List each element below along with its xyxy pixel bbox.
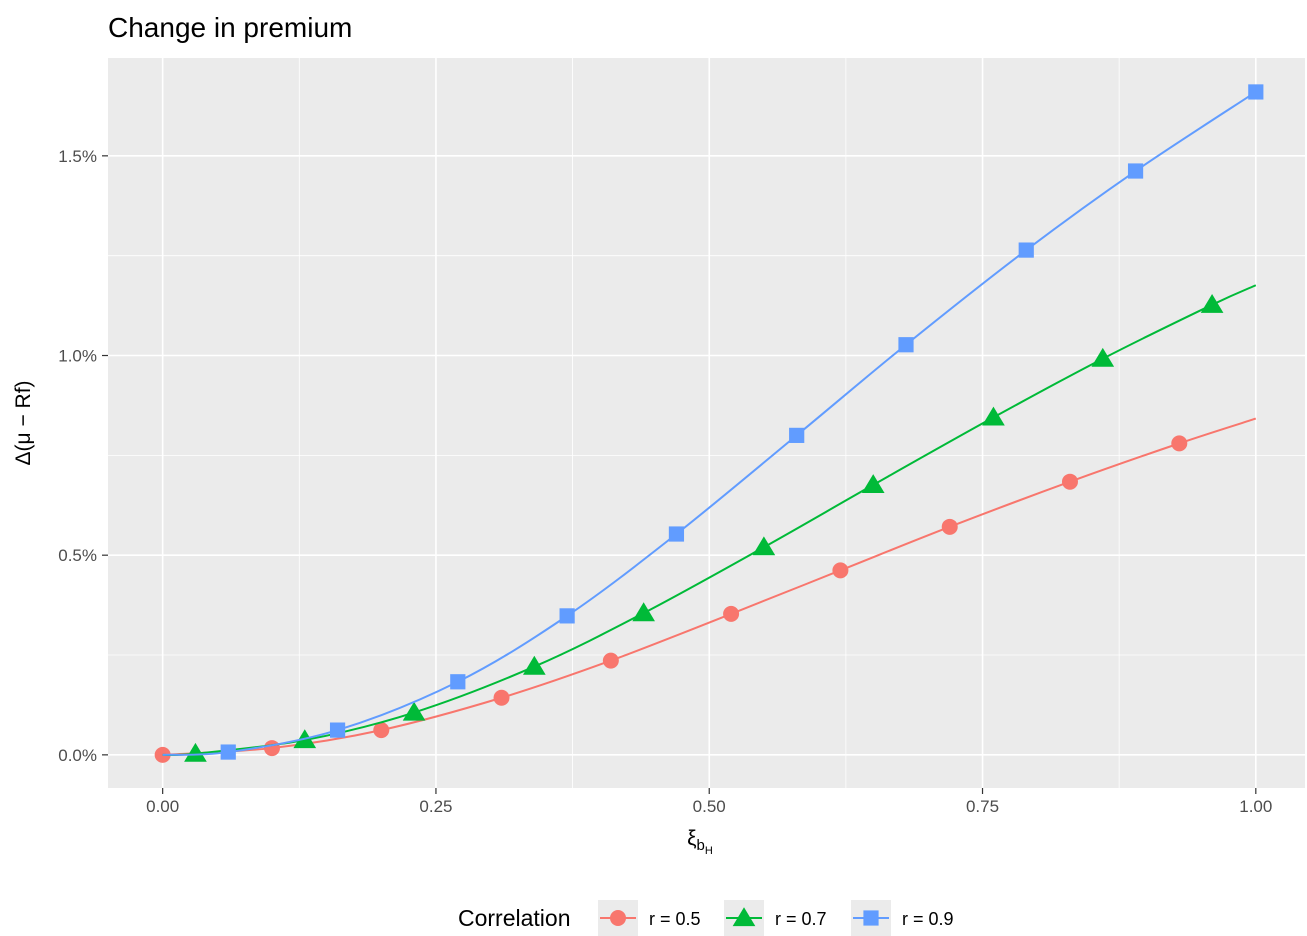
y-axis-title: Δ(μ − Rf) [12,380,35,465]
legend-item: r = 0.7 [724,900,827,936]
data-point [450,674,465,689]
data-point [560,608,575,623]
y-tick-label: 1.5% [58,147,97,166]
x-tick-label: 1.00 [1239,797,1272,816]
data-point [264,740,280,756]
legend-label: r = 0.5 [649,909,701,929]
data-point [1171,435,1187,451]
x-tick-label: 0.75 [966,797,999,816]
x-tick-label: 0.00 [146,797,179,816]
legend-label: r = 0.7 [775,909,827,929]
legend-item: r = 0.9 [851,900,954,936]
data-point [1062,474,1078,490]
x-tick-label: 0.25 [419,797,452,816]
data-point [723,606,739,622]
legend-item: r = 0.5 [598,900,701,936]
y-tick-label: 0.0% [58,746,97,765]
data-point [221,744,236,759]
legend-label: r = 0.9 [902,909,954,929]
data-point [898,337,913,352]
data-point [603,653,619,669]
legend: Correlation r = 0.5 r = 0.7 r = 0.9 [458,900,954,936]
data-point [1128,163,1143,178]
legend-title: Correlation [458,905,571,931]
x-axis-title: ξbH [687,827,713,857]
data-point [832,562,848,578]
y-tick-label: 0.5% [58,546,97,565]
y-tick-label: 1.0% [58,347,97,366]
x-axis-title-main: ξ [687,827,696,850]
data-point [494,690,510,706]
legend-key-marker [610,910,626,926]
data-point [789,428,804,443]
data-point [942,519,958,535]
x-tick-label: 0.50 [693,797,726,816]
legend-key-marker [863,910,878,925]
data-point [669,526,684,541]
data-point [330,722,345,737]
x-axis-title-sub: b [697,837,705,854]
data-point [1019,242,1034,257]
x-axis-title-subsub: H [705,845,713,857]
chart-title: Change in premium [108,12,352,43]
plot-panel [108,58,1305,788]
data-point [1248,84,1263,99]
